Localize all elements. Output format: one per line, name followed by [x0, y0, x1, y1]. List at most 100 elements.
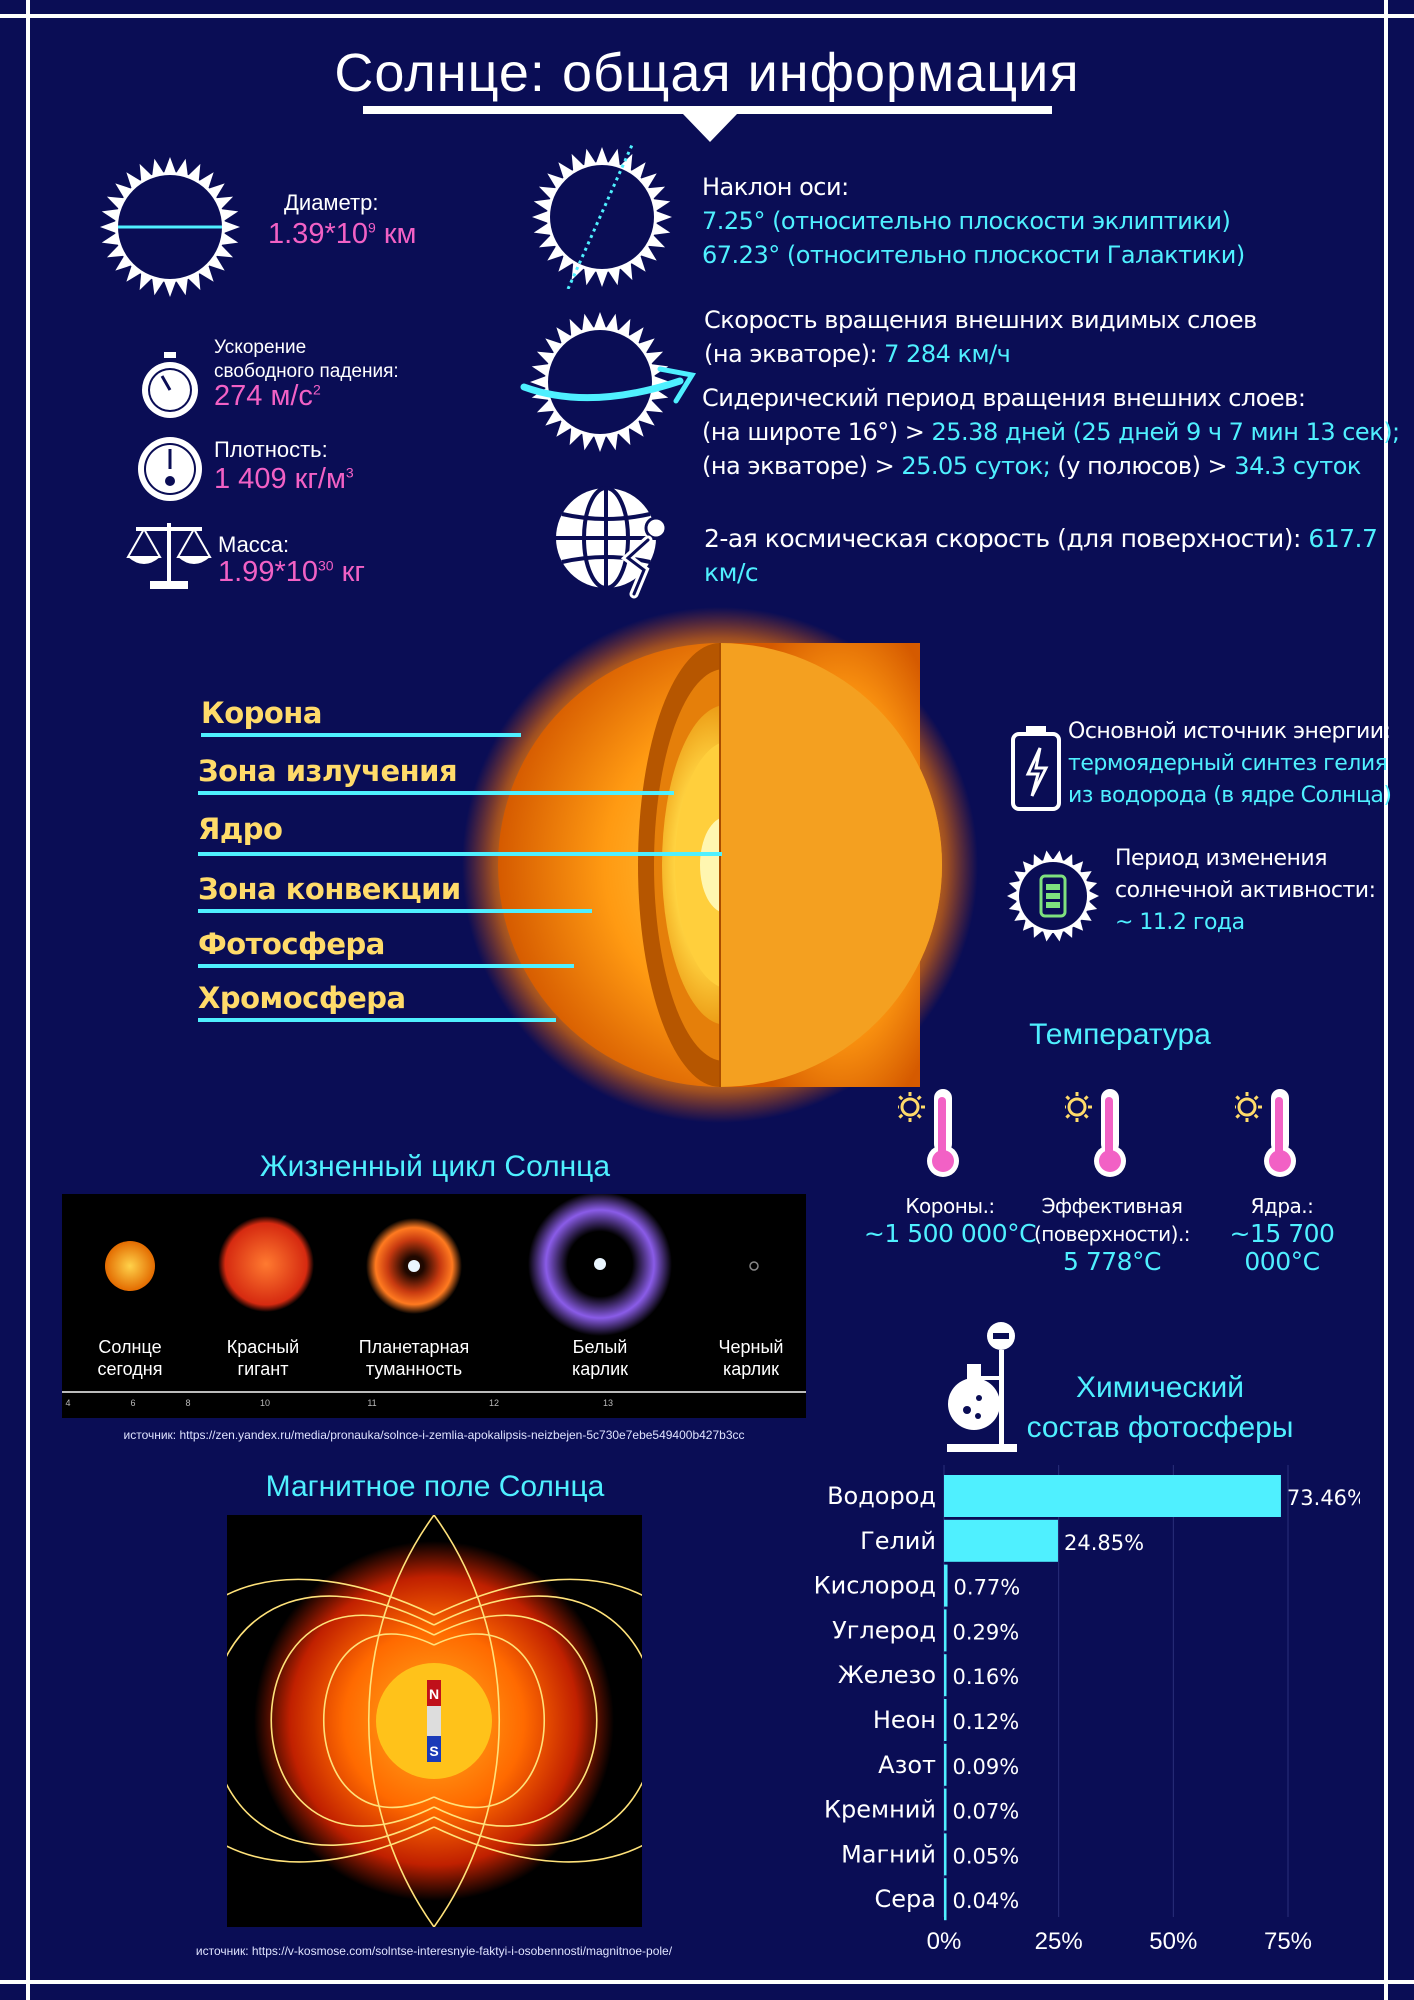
- chart-value-label: 0.29%: [953, 1620, 1020, 1644]
- life-stage-red-giant-line1: Красный: [226, 1337, 300, 1357]
- axis-tilt-label: Наклон оси:: [702, 173, 849, 201]
- chemical-composition-chart: 0% 25% 50% 75% Водород 73.46% Гелий 24.85% Кисло…: [814, 1465, 1360, 1955]
- frame-right: [1384, 0, 1388, 2000]
- sidereal-l2-value: 25.38 дней (25 дней 9 ч 7 мин 13 сек);: [931, 418, 1401, 446]
- temp-corona-label: Короны.:: [905, 1194, 995, 1218]
- life-cycle-tick-13: 13: [602, 1398, 613, 1408]
- energy-line2: из водорода (в ядре Солнца): [1068, 783, 1392, 808]
- flask-icon: [947, 1322, 1017, 1452]
- life-stage-red-giant-line2: гигант: [237, 1359, 289, 1379]
- life-stage-black-dwarf-line2: карлик: [722, 1359, 780, 1379]
- life-stage-red-giant: Красный гигант: [188, 1336, 338, 1380]
- diameter-value-main: 1.39*10: [268, 218, 368, 250]
- gravity-label: Ускорение свободного падения:: [214, 336, 399, 384]
- layer-line-convection: [198, 909, 592, 913]
- axis-tilt-block: Наклон оси: 7.25° (относительно плоскост…: [702, 170, 1245, 272]
- mass-label: Масса:: [218, 532, 290, 557]
- temperature-title: Температура: [1029, 1018, 1211, 1051]
- activity-block: Период изменения солнечной активности: ~…: [1115, 843, 1376, 939]
- chemical-title-line2: состав фотосферы: [1026, 1411, 1294, 1444]
- chart-value-label: 0.77%: [954, 1576, 1021, 1600]
- life-stage-nebula-line1: Планетарная: [358, 1337, 470, 1357]
- magnet-north-label: N: [429, 1686, 439, 1702]
- layer-line-radiation: [198, 791, 674, 795]
- layer-line-photosphere: [198, 964, 574, 968]
- life-cycle-title: Жизненный цикл Солнца: [259, 1150, 611, 1183]
- life-stage-sun-today-line2: сегодня: [97, 1359, 163, 1379]
- gauge-icon: [138, 437, 202, 501]
- temp-surface: Эффективная (поверхности).: 5 778°C: [1022, 1192, 1202, 1276]
- diameter-value-unit: км: [375, 218, 417, 250]
- temp-corona-value: ~1 500 000°C: [863, 1219, 1037, 1248]
- sun-diameter-icon: [100, 157, 240, 297]
- sidereal-l3-prefix: (на экваторе) >: [702, 452, 902, 480]
- escape-velocity-line: 2-ая космическая скорость (для поверхнос…: [704, 522, 1414, 590]
- layer-label-corona: Корона: [201, 696, 322, 730]
- magnetic-panel: N S: [227, 1515, 642, 1927]
- life-cycle-tick-11: 11: [367, 1398, 377, 1408]
- life-cycle-tick-6: 6: [130, 1398, 136, 1408]
- escape-velocity-value: 617.7 км/с: [704, 524, 1378, 587]
- rotation-speed-line1: Скорость вращения внешних видимых слоев: [704, 306, 1257, 334]
- chart-category-label: Сера: [875, 1885, 936, 1913]
- magnetic-field-image: N S: [227, 1515, 642, 1927]
- chart-category-label: Неон: [873, 1706, 936, 1734]
- energy-label: Основной источник энергии:: [1068, 719, 1391, 744]
- life-cycle-tick-12: 12: [488, 1398, 499, 1408]
- layer-label-core: Ядро: [198, 812, 283, 846]
- chart-category-label: Гелий: [860, 1527, 936, 1555]
- life-cycle-tick-10: 10: [259, 1398, 270, 1408]
- thermometer-core-icon: [1235, 1089, 1296, 1177]
- life-stage-black-dwarf: Черный карлик: [676, 1336, 826, 1380]
- rotation-speed-block: Скорость вращения внешних видимых слоев …: [704, 303, 1257, 371]
- sun-axis-tilt-icon: [532, 145, 672, 289]
- life-stage-black-dwarf-line1: Черный: [718, 1337, 784, 1357]
- escape-velocity-label: 2-ая космическая скорость (для поверхнос…: [704, 524, 1309, 553]
- density-value: 1 409 кг/м3: [214, 463, 354, 496]
- chemical-title: Химический состав фотосферы: [1000, 1368, 1320, 1448]
- temp-core-label: Ядра.:: [1250, 1194, 1314, 1218]
- gravity-value-main: 274 м/с: [214, 380, 313, 412]
- life-stage-sun-today: Солнце сегодня: [55, 1336, 205, 1380]
- chart-xtick-label: 75%: [1264, 1928, 1312, 1955]
- mass-value: 1.99*1030 кг: [218, 556, 365, 589]
- layer-label-chromosphere: Хромосфера: [198, 981, 406, 1015]
- chart-value-label: 0.04%: [953, 1889, 1020, 1913]
- chart-bar: [944, 1788, 947, 1831]
- temp-surface-value: 5 778°C: [1062, 1247, 1162, 1276]
- chart-xtick-label: 0%: [927, 1928, 962, 1955]
- chart-category-label: Углерод: [832, 1616, 936, 1644]
- chemical-title-line1: Химический: [1075, 1371, 1245, 1404]
- chart-category-label: Кислород: [814, 1572, 936, 1600]
- chart-category-label: Кремний: [824, 1796, 936, 1824]
- diameter-value: 1.39*109 км: [268, 218, 416, 251]
- gravity-value: 274 м/с2: [214, 380, 321, 413]
- mass-value-exp: 30: [318, 557, 334, 574]
- chart-bar: [944, 1699, 947, 1741]
- sidereal-block: Сидерический период вращения внешних сло…: [702, 381, 1400, 483]
- chart-bar: [944, 1878, 947, 1921]
- title-underline: [363, 106, 1052, 114]
- layer-label-radiation: Зона излучения: [198, 754, 458, 788]
- globe-runner-icon: [556, 486, 668, 599]
- thermometer-surface-icon: [1065, 1089, 1126, 1177]
- life-cycle-source: источник: https://zen.yandex.ru/media/pr…: [123, 1428, 745, 1442]
- battery-icon: [1011, 726, 1061, 811]
- mass-value-unit: кг: [333, 556, 365, 588]
- chart-bar: [944, 1519, 1058, 1562]
- chart-value-label: 0.16%: [953, 1665, 1020, 1689]
- chart-category-label: Магний: [841, 1840, 936, 1868]
- chart-bar: [944, 1475, 1281, 1517]
- energy-block: Основной источник энергии: термоядерный …: [1068, 716, 1392, 812]
- life-stage-sun-today-line1: Солнце: [98, 1337, 162, 1357]
- gravity-label-line2: свободного падения:: [214, 361, 399, 382]
- frame-bottom: [0, 1980, 1414, 1984]
- gravity-label-line1: Ускорение: [214, 337, 307, 358]
- activity-line1: Период изменения: [1115, 846, 1327, 871]
- layer-label-photosphere: Фотосфера: [198, 927, 385, 961]
- life-stage-white-dwarf: Белый карлик: [525, 1336, 675, 1380]
- life-stage-nebula: Планетарная туманность: [339, 1336, 489, 1380]
- gravity-value-exp: 2: [312, 381, 321, 398]
- life-stage-white-dwarf-line2: карлик: [571, 1359, 629, 1379]
- density-value-exp: 3: [345, 464, 354, 481]
